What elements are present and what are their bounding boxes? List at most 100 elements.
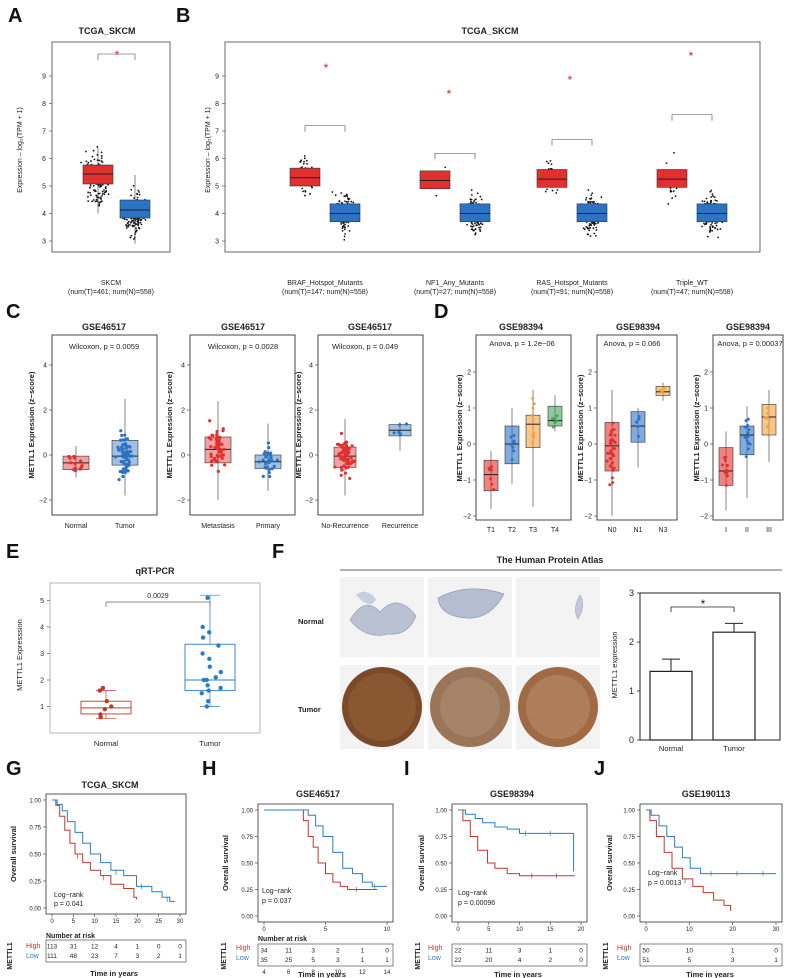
b-tumor-box — [656, 169, 688, 188]
panel-i-low-label: Low — [428, 955, 442, 962]
panel-a-group-label: SKCM — [101, 280, 121, 287]
risk-high-value: 1 — [361, 947, 365, 954]
a-normal-point — [127, 222, 129, 224]
f-ytick-label: 0 — [629, 735, 634, 745]
c-point — [270, 467, 274, 471]
a-tumor-point — [98, 203, 101, 206]
panel-label-d: D — [434, 301, 448, 323]
b-normal-point — [342, 222, 345, 225]
panel-f-bar-ylabel: METTL1 expression — [610, 631, 619, 698]
b-normal-point — [709, 190, 712, 193]
panel-a-yticks: 3 4 5 6 7 8 9 — [42, 74, 52, 246]
risk-high-value: 113 — [47, 943, 58, 950]
normal-tissue-shape-1b — [356, 591, 376, 605]
a-normal-point — [125, 225, 128, 228]
km-ytick-label: 1.00 — [435, 809, 447, 815]
b-normal-point — [334, 194, 337, 197]
e-point — [205, 683, 210, 688]
b-normal-point — [716, 228, 719, 231]
risk-frame — [257, 943, 394, 967]
c-ytick-label: 4 — [181, 363, 185, 370]
km-xtick-label: 10 — [686, 927, 693, 933]
panel-h-stat-2: p = 0.037 — [262, 898, 291, 905]
b-normal-point — [590, 194, 593, 196]
risk-frame — [451, 943, 588, 967]
b-normal-point — [710, 196, 713, 198]
panel-f-star: * — [701, 597, 706, 611]
d-point — [720, 463, 724, 467]
panel-j-low-label: Low — [617, 955, 631, 962]
b-normal-point — [706, 235, 709, 238]
b-normal-point — [352, 201, 355, 204]
a-tumor-point — [84, 150, 87, 153]
e-point — [205, 595, 210, 601]
c-point — [261, 458, 265, 462]
b-normal-point — [472, 225, 475, 227]
b-ytick-label: 7 — [215, 129, 219, 136]
d-point — [512, 449, 516, 453]
c-point — [121, 455, 126, 459]
d-point — [610, 476, 614, 480]
risk-low-value: 2 — [157, 953, 161, 960]
risk-high-value: 31 — [70, 943, 78, 950]
panel-c1-cat-2: Tumor — [115, 523, 136, 530]
panel-i: GSE98394 Overall survival Log−rank p = 0… — [415, 789, 588, 978]
risk-low-value: 22 — [454, 957, 462, 964]
d-point — [612, 428, 616, 432]
risk-low-value: 1 — [385, 957, 389, 964]
km-xtick-label: 20 — [578, 927, 585, 933]
b-normal-point — [582, 227, 585, 230]
panel-c1-ylabel: METTL1 Expression (z−score) — [27, 371, 36, 478]
risk-high-value: 10 — [686, 947, 694, 954]
c-point — [267, 471, 271, 475]
c-point — [392, 431, 396, 435]
c-point — [216, 455, 220, 459]
normal-tissue-image-3 — [516, 577, 600, 657]
panel-c3-cat-1: No-Recurrence — [321, 523, 369, 530]
km-ytick-label: 0.75 — [623, 835, 635, 841]
risk-low-value: 48 — [70, 953, 78, 960]
f-bar — [712, 631, 756, 741]
a-tumor-point — [90, 160, 92, 162]
c-point — [119, 429, 123, 433]
panel-c3-cat-2: Recurrence — [382, 523, 418, 530]
panel-c3-stat: Wilcoxon, p = 0.049 — [332, 342, 398, 351]
a-tumor-point — [89, 184, 92, 187]
a-tumor-point — [96, 145, 99, 148]
panel-f: The Human Protein Atlas Normal Tumor MET… — [298, 555, 782, 753]
c-point — [266, 441, 271, 445]
c-point — [344, 466, 349, 470]
d-point — [609, 449, 613, 453]
risk-low-value: 7 — [114, 953, 118, 960]
b-ytick-label: 3 — [215, 239, 219, 246]
d-box — [761, 404, 777, 436]
b-normal-point — [590, 200, 592, 203]
panel-label-b: B — [176, 5, 190, 27]
a-normal-point — [135, 227, 137, 230]
b-tumor-point — [305, 159, 308, 162]
a-normal-point — [133, 197, 136, 200]
d-ytick-label: 2 — [588, 370, 592, 377]
d-point — [744, 419, 748, 423]
b-normal-point — [709, 231, 711, 233]
a-tumor-point — [87, 200, 90, 202]
a-tumor-point — [85, 160, 88, 163]
panel-e-bracket-ends — [105, 602, 211, 607]
b-tumor-point — [555, 192, 558, 194]
b-normal-point — [340, 192, 343, 194]
c-point — [215, 429, 219, 434]
b-normal-point — [343, 238, 346, 241]
a-normal-point — [130, 188, 133, 191]
b-normal-point — [594, 222, 597, 225]
e-point — [200, 651, 205, 656]
a-normal-point — [136, 193, 139, 196]
b-normal-point — [476, 192, 479, 195]
c-point — [73, 461, 77, 466]
panel-c2-cat-1: Metastasis — [201, 523, 235, 530]
d-point — [531, 396, 535, 400]
b-normal-point — [705, 197, 708, 200]
b-normal-point — [469, 225, 472, 228]
a-ytick-label: 5 — [42, 184, 46, 191]
b-normal-point — [475, 198, 477, 201]
